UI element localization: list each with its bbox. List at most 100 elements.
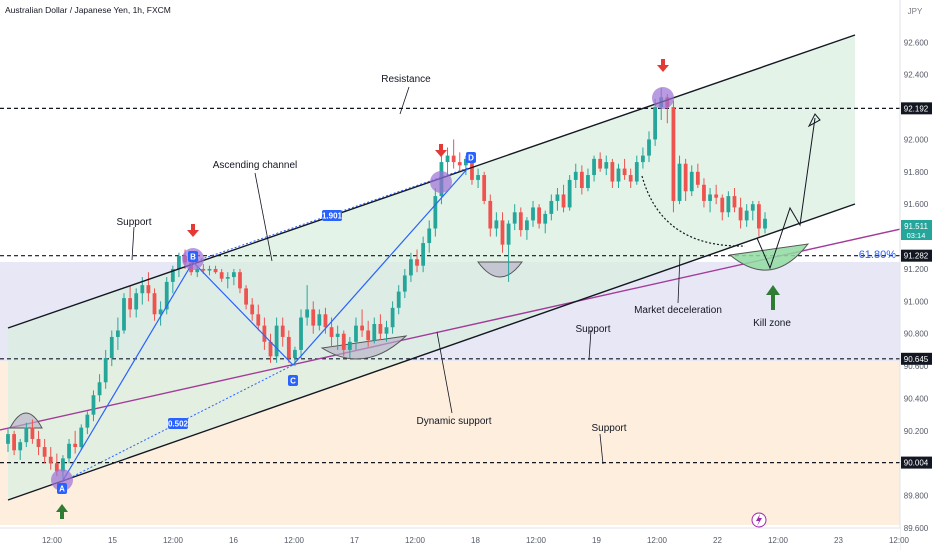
- projection-path[interactable]: [756, 117, 816, 270]
- time-tick-label: 16: [229, 536, 238, 545]
- candle-body: [695, 171, 700, 185]
- candle-body: [604, 162, 609, 169]
- annotation-support-1: Support: [116, 217, 151, 228]
- pivot-circle-d[interactable]: [430, 171, 452, 193]
- arrow-down-icon: [657, 59, 669, 72]
- candle-body: [201, 268, 206, 271]
- candle-body: [213, 268, 218, 273]
- annotation-dynamic-support: Dynamic support: [416, 416, 491, 427]
- candle-body: [85, 414, 90, 428]
- candle-body: [702, 184, 706, 201]
- candle-body: [134, 293, 139, 310]
- consolidation-arc-left: [9, 412, 43, 429]
- ratio-tag-1-bg: [322, 210, 342, 221]
- price-level-tag-bg: [901, 456, 932, 469]
- time-tick-label: 23: [834, 536, 843, 545]
- price-tick-label: 91.800: [904, 168, 929, 177]
- current-price-countdown: 03:14: [907, 231, 926, 240]
- candle-body: [323, 314, 328, 328]
- consolidation-arc-right: [477, 261, 523, 278]
- candle-body: [109, 336, 114, 358]
- candle-body: [641, 155, 645, 163]
- arrow-down-icon: [435, 144, 447, 157]
- candle-body: [305, 309, 310, 318]
- candle-body: [415, 259, 419, 266]
- time-axis[interactable]: [0, 528, 900, 550]
- candle-body: [195, 268, 200, 273]
- candle-body: [543, 213, 548, 224]
- channel-lower-line[interactable]: [7, 203, 856, 501]
- price-level-tags: 92.192 91.282 90.645 90.004: [901, 102, 932, 469]
- deceleration-curve: [641, 175, 746, 247]
- arrow-down-icon: [187, 224, 199, 237]
- price-level-tag: 92.192: [904, 104, 929, 113]
- candle-body: [140, 285, 145, 294]
- candle-body: [360, 325, 364, 331]
- arrow-up-icon: [56, 504, 68, 519]
- candle-body: [634, 162, 639, 182]
- candle-body: [42, 447, 47, 457]
- candle-body: [708, 194, 712, 201]
- candle-body: [366, 330, 371, 341]
- abcd-pattern-lines[interactable]: [61, 167, 469, 483]
- candle-body: [79, 427, 84, 448]
- point-label-c-bg: [288, 375, 298, 386]
- consolidation-arc-middle: [320, 335, 408, 360]
- point-label-b: B: [190, 253, 196, 262]
- candle-body: [494, 220, 499, 229]
- candle-body: [549, 200, 554, 214]
- candle-body: [115, 330, 120, 337]
- candle-body: [744, 210, 749, 221]
- candle-body: [225, 277, 230, 279]
- candle-body: [763, 218, 767, 229]
- point-label-c: C: [290, 377, 296, 386]
- price-tick-label: 92.400: [904, 71, 929, 80]
- candle-body: [470, 158, 474, 180]
- annotation-resistance: Resistance: [381, 74, 431, 85]
- arrow-up-icon: [766, 285, 780, 310]
- ratio-tag-2: 0.502: [168, 420, 189, 429]
- price-tick-label: 90.600: [904, 362, 929, 371]
- candle-body: [372, 324, 377, 341]
- price-tick-label: 90.200: [904, 427, 929, 436]
- candle-body: [537, 207, 542, 224]
- candle-body: [244, 288, 248, 305]
- time-tick-label: 18: [471, 536, 480, 545]
- time-tick-label: 12:00: [889, 536, 910, 545]
- point-label-d-bg: [466, 152, 476, 163]
- candle-body: [567, 179, 572, 208]
- price-level-tag: 90.004: [904, 459, 929, 468]
- candle-body: [152, 293, 157, 315]
- annotation-support-2: Support: [575, 324, 610, 335]
- annotation-support-3: Support: [591, 423, 626, 434]
- candle-body: [238, 272, 242, 289]
- current-price-tag: 91.511 03:14: [901, 220, 932, 240]
- price-tick-label: 92.000: [904, 135, 929, 144]
- candle-body: [433, 196, 438, 229]
- candle-body: [146, 285, 151, 294]
- candle-body: [231, 272, 236, 278]
- candle-body: [354, 325, 358, 342]
- candle-body: [390, 307, 395, 328]
- candle-body: [54, 463, 59, 472]
- candle-body: [610, 162, 615, 182]
- candle-body: [6, 434, 10, 444]
- pivot-circle-a[interactable]: [51, 469, 73, 491]
- pivot-circle-top[interactable]: [652, 87, 674, 109]
- price-tick-label: 89.800: [904, 492, 929, 501]
- candle-body: [628, 175, 633, 182]
- candle-body: [622, 168, 627, 176]
- candle-body: [73, 443, 78, 448]
- lightning-icon[interactable]: [751, 512, 767, 528]
- candle-body: [451, 155, 456, 163]
- candle-body: [97, 382, 102, 396]
- time-tick-label: 22: [713, 536, 722, 545]
- candle-body: [463, 158, 468, 166]
- current-price-value: 91.511: [904, 222, 928, 231]
- candle-body: [268, 341, 273, 357]
- kill-zone-shape[interactable]: [728, 243, 810, 271]
- time-tick-label: 15: [108, 536, 117, 545]
- candle-body: [506, 223, 511, 245]
- candle-body: [616, 168, 621, 182]
